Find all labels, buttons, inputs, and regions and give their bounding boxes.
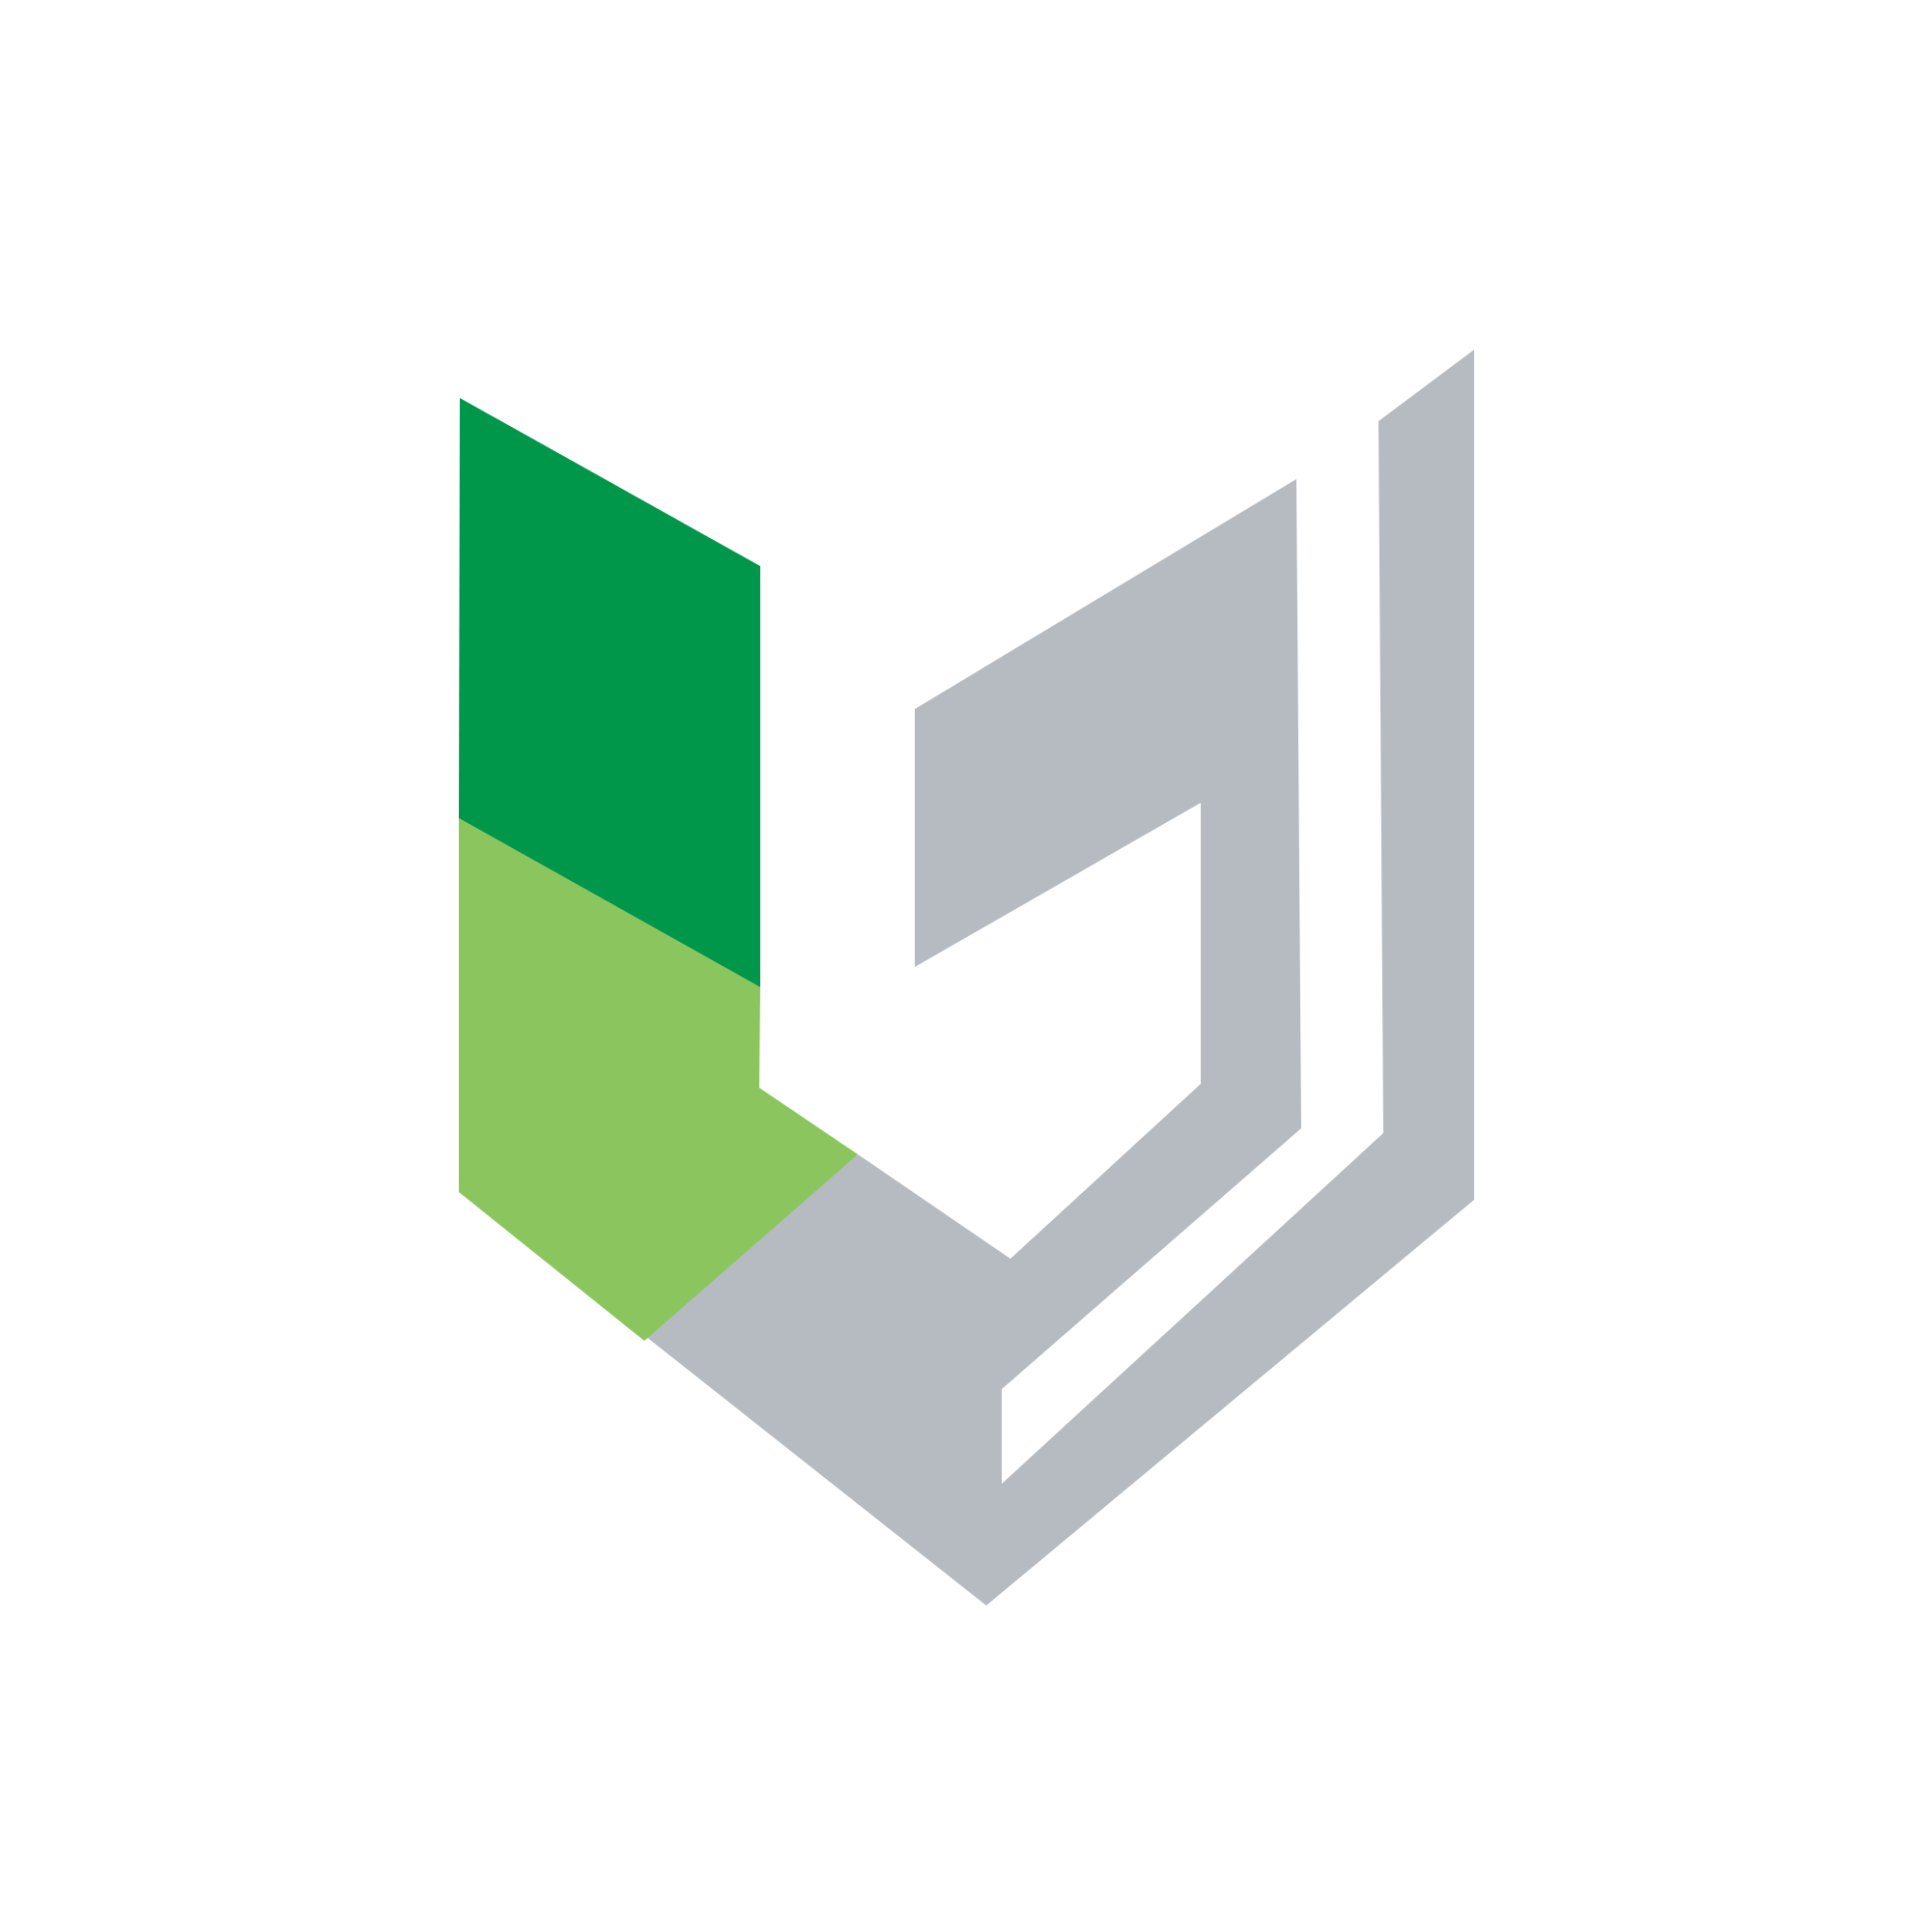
gray-shield-body: [462, 350, 1474, 1605]
light-green-block: [459, 818, 858, 1341]
dark-green-block: [459, 398, 760, 987]
